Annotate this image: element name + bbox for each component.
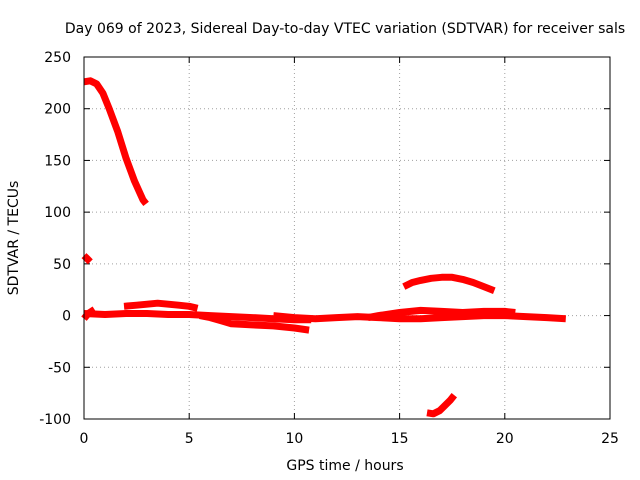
data-series [81, 77, 567, 418]
series-arc-10 [426, 393, 458, 418]
x-tick-label: 10 [285, 431, 303, 447]
tick-labels: 0 5 10 15 20 25 -100 -50 0 50 100 150 200 250 [39, 50, 619, 447]
y-tick-label: 50 [53, 257, 71, 273]
chart-title: Day 069 of 2023, Sidereal Day-to-day VTE… [65, 21, 625, 37]
x-axis-label: GPS time / hours [286, 458, 403, 474]
y-tick-label: 0 [62, 309, 71, 325]
series-arc-8 [367, 306, 516, 322]
x-tick-label: 15 [391, 431, 409, 447]
y-tick-label: 200 [44, 102, 71, 118]
y-tick-label: 150 [44, 153, 71, 169]
series-arc-1 [83, 77, 149, 207]
series-arc-2 [81, 253, 93, 265]
y-tick-label: 250 [44, 50, 71, 66]
plot-frame [83, 56, 611, 420]
series-arc-5 [123, 299, 199, 312]
series-arc-6 [199, 312, 310, 334]
grid [84, 57, 610, 419]
x-tick-label: 0 [80, 431, 89, 447]
series-arc-9 [402, 273, 496, 294]
y-tick-label: 100 [44, 205, 71, 221]
x-tick-label: 25 [601, 431, 619, 447]
x-tick-label: 20 [496, 431, 514, 447]
x-tick-label: 5 [185, 431, 194, 447]
y-axis-label: SDTVAR / TECUs [6, 181, 22, 296]
y-tick-label: -100 [39, 412, 71, 428]
y-tick-label: -50 [48, 360, 71, 376]
series-arc-7 [273, 312, 567, 323]
